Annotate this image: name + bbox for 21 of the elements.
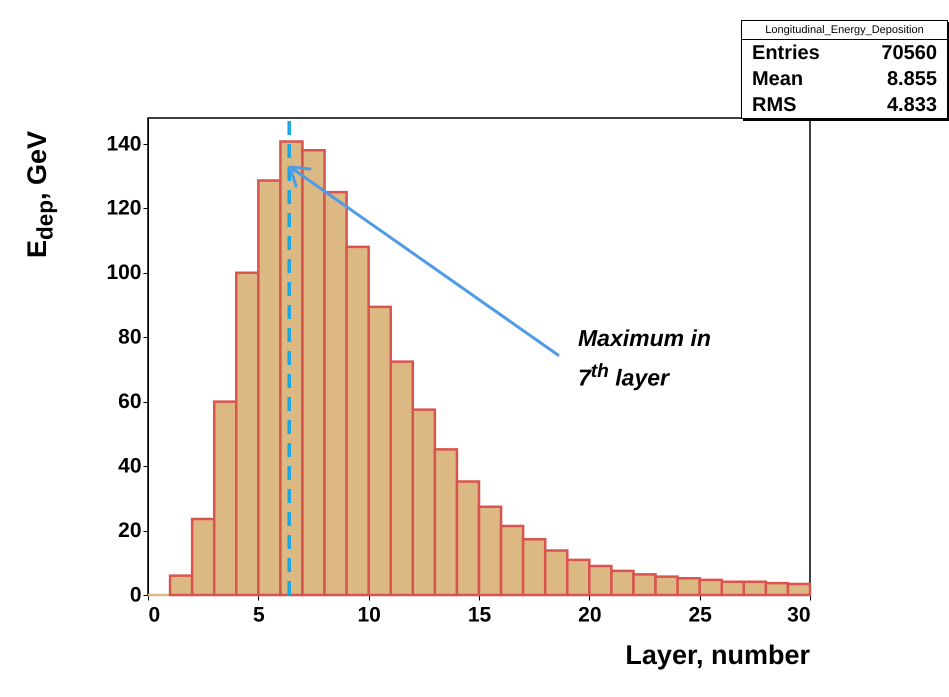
text: Entries 70560 [752,42,937,64]
y-tick-label: 100 [106,261,142,284]
y-tick-label: 40 [118,454,142,478]
x-tick-label: 30 [787,604,810,626]
text: Longitudinal_Energy_Deposition [742,21,947,40]
x-tick-label: 10 [357,604,381,626]
x-tick-label: 5 [252,604,265,626]
y-tick-label: 80 [118,326,142,349]
y-tick-label: 140 [106,132,142,156]
x-tick-label: 15 [468,604,492,626]
y-tick-label: 120 [106,196,142,220]
y-tick-label: 60 [118,390,142,414]
x-tick-label: 20 [578,604,602,626]
x-axis-title: Layer, number [625,640,810,671]
y-tick-label: 20 [118,519,142,542]
x-tick-label: 25 [688,604,712,626]
text: Mean 8.855 [752,68,937,90]
text: RMS 4.833 [752,94,937,116]
y-tick-label: 0 [130,584,142,606]
x-tick-label: 0 [148,604,160,626]
annotation: Maximum in 7$^{th}$ layer [578,324,712,393]
